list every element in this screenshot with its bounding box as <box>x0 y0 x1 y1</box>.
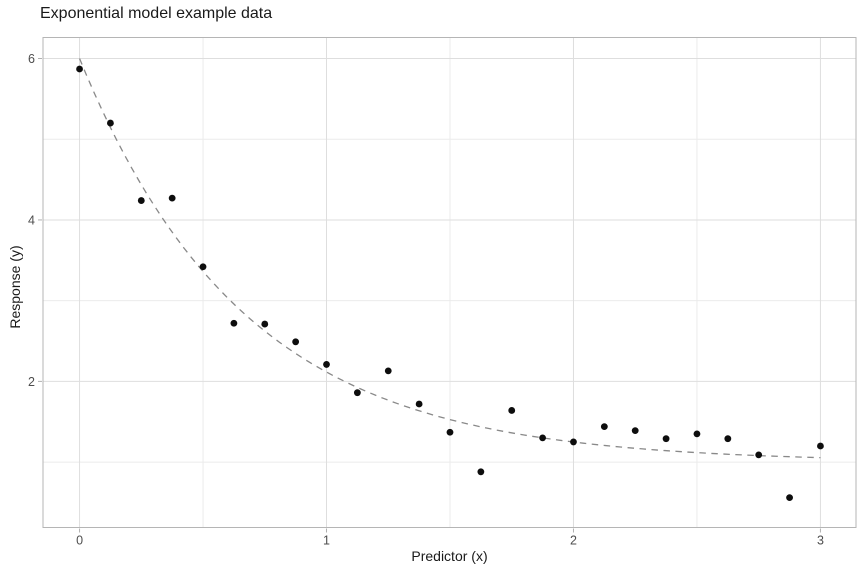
y-axis-label: Response (y) <box>7 245 23 329</box>
data-point <box>353 389 361 397</box>
y-tick-label: 4 <box>28 213 35 227</box>
data-point <box>261 320 269 328</box>
data-point <box>230 319 238 327</box>
data-point <box>786 494 793 502</box>
data-point <box>199 263 207 271</box>
y-tick-label: 2 <box>28 375 35 389</box>
data-point <box>662 435 670 443</box>
data-point <box>137 197 145 204</box>
chart-title: Exponential model example data <box>40 5 273 22</box>
data-point <box>755 451 763 459</box>
fit-curve <box>78 58 821 459</box>
data-point <box>693 430 701 438</box>
data-point <box>817 442 824 450</box>
data-point <box>446 428 454 436</box>
data-point <box>600 423 608 430</box>
data-point <box>384 367 392 375</box>
data-point <box>76 65 83 73</box>
x-tick-label: 0 <box>76 534 83 548</box>
data-point <box>415 400 423 408</box>
data-point <box>107 119 114 127</box>
data-point <box>323 361 330 368</box>
data-point <box>477 468 485 476</box>
x-tick-label: 3 <box>817 534 824 548</box>
panel-border <box>42 37 857 528</box>
data-point <box>292 338 300 346</box>
data-point <box>539 434 547 442</box>
x-axis-label: Predictor (x) <box>411 548 488 564</box>
data-point <box>631 427 639 435</box>
data-point <box>168 194 176 202</box>
data-point <box>570 438 577 446</box>
y-tick-label: 6 <box>28 52 35 66</box>
data-point <box>724 435 732 443</box>
x-tick-label: 1 <box>323 534 330 548</box>
data-point <box>508 407 516 414</box>
x-tick-label: 2 <box>570 534 577 548</box>
